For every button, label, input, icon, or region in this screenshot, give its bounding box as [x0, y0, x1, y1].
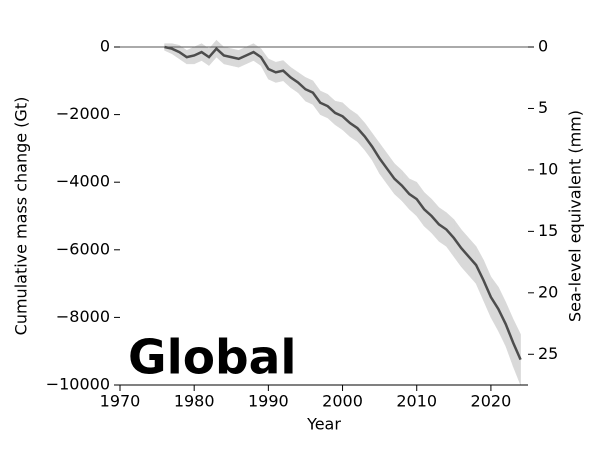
x-axis-label: Year	[306, 415, 341, 434]
x-tick-label: 1980	[174, 392, 215, 411]
annotation: Global	[128, 331, 296, 386]
y2-tick-label: 25	[538, 344, 558, 363]
x-tick-label: 1990	[248, 392, 289, 411]
y2-axis-label: Sea-level equivalent (mm)	[566, 110, 585, 322]
y-tick-label: −4000	[56, 172, 110, 191]
x-tick-label: 2020	[471, 392, 512, 411]
x-tick-label: 1970	[100, 392, 141, 411]
y-tick-label: −10000	[46, 375, 110, 394]
y2-tick-label: 15	[538, 221, 558, 240]
data-line	[164, 45, 522, 361]
y-tick-label: −2000	[56, 104, 110, 123]
y2-tick-label: 20	[538, 282, 558, 301]
x-tick-label: 2010	[396, 392, 437, 411]
y-axis-label: Cumulative mass change (Gt)	[12, 97, 31, 336]
y2-tick-label: 0	[538, 37, 548, 56]
y2-tick-label: 10	[538, 159, 558, 178]
x-tick-label: 2000	[322, 392, 363, 411]
y-tick-label: 0	[100, 37, 110, 56]
y-tick-label: −6000	[56, 239, 110, 258]
y-tick-label: −8000	[56, 307, 110, 326]
y2-tick-label: 5	[538, 98, 548, 117]
